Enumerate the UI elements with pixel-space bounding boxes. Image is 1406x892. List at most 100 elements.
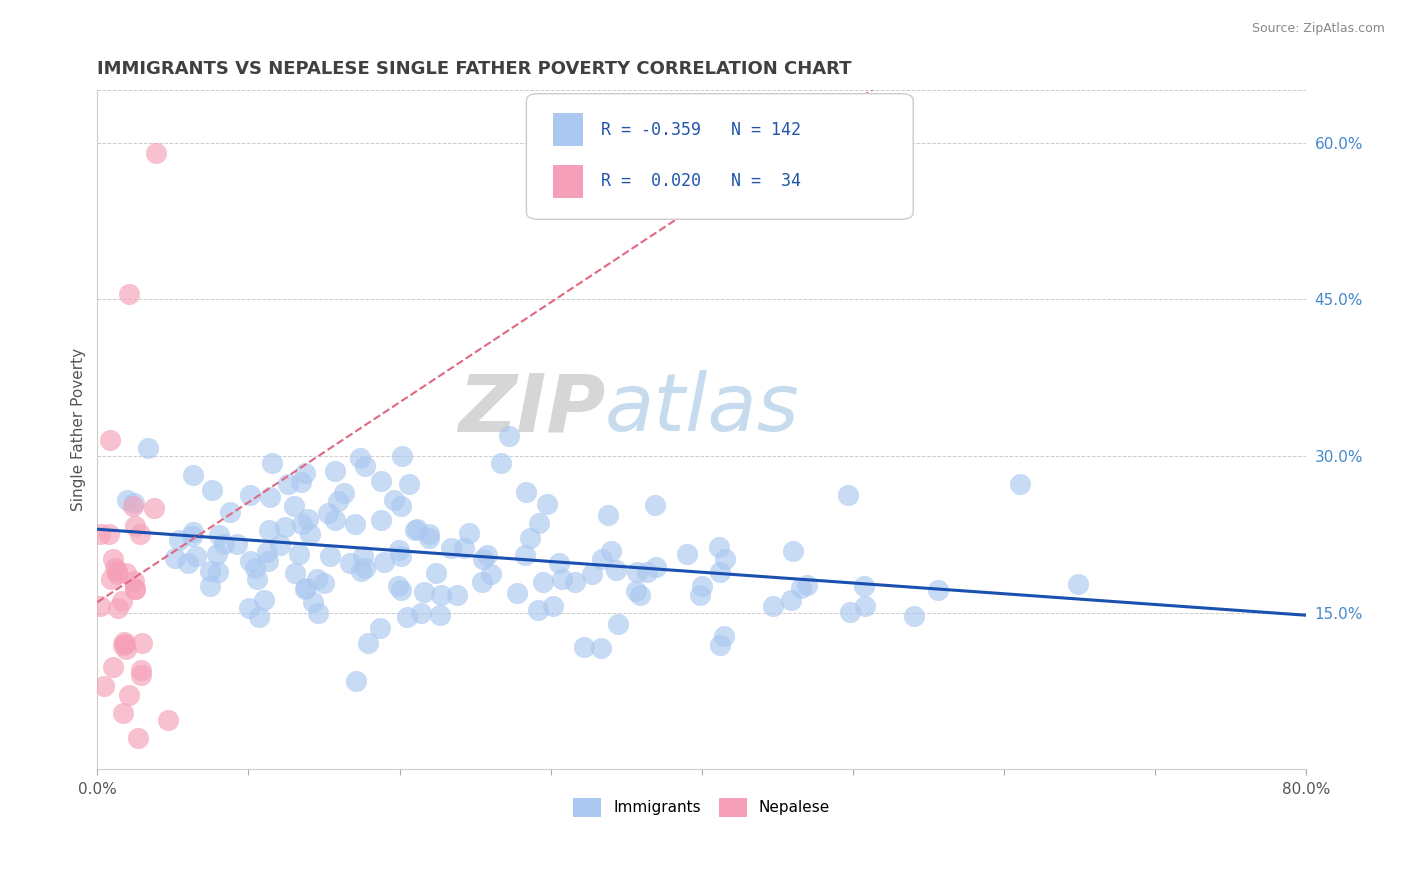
- Point: [477, 548, 499, 562]
- Point: [256, 544, 278, 558]
- Point: [212, 537, 235, 551]
- Point: [709, 638, 731, 652]
- Point: [357, 636, 380, 650]
- Point: [513, 548, 536, 562]
- Point: [344, 674, 367, 689]
- Point: [290, 475, 312, 489]
- Point: [307, 572, 329, 586]
- Point: [157, 714, 180, 728]
- Point: [505, 586, 527, 600]
- Point: [352, 549, 374, 563]
- Point: [418, 532, 440, 546]
- Point: [370, 621, 392, 635]
- Point: [837, 488, 859, 502]
- Point: [927, 582, 949, 597]
- Point: [184, 549, 207, 564]
- Point: [418, 527, 440, 541]
- Point: [115, 566, 138, 580]
- Point: [543, 599, 565, 614]
- Point: [238, 600, 260, 615]
- Point: [626, 565, 648, 579]
- Point: [527, 516, 550, 531]
- Point: [606, 617, 628, 632]
- Y-axis label: Single Father Poverty: Single Father Poverty: [72, 348, 86, 511]
- Text: R = -0.359   N = 142: R = -0.359 N = 142: [602, 120, 801, 138]
- Point: [605, 563, 627, 577]
- FancyBboxPatch shape: [553, 165, 583, 197]
- Point: [796, 578, 818, 592]
- Point: [389, 583, 412, 598]
- Legend: Immigrants, Nepalese: Immigrants, Nepalese: [567, 792, 837, 822]
- Point: [101, 659, 124, 673]
- Point: [283, 500, 305, 514]
- Point: [515, 485, 537, 500]
- Point: [404, 523, 426, 537]
- Point: [644, 498, 666, 512]
- Point: [591, 552, 613, 566]
- Point: [117, 492, 139, 507]
- Point: [124, 519, 146, 533]
- Point: [412, 584, 434, 599]
- Point: [89, 527, 111, 541]
- Point: [111, 594, 134, 608]
- Point: [636, 566, 658, 580]
- Point: [628, 588, 651, 602]
- Text: ZIP: ZIP: [457, 370, 605, 449]
- Point: [690, 579, 713, 593]
- Point: [339, 557, 361, 571]
- Point: [387, 579, 409, 593]
- Point: [382, 492, 405, 507]
- Point: [395, 610, 418, 624]
- Point: [122, 496, 145, 510]
- Point: [219, 505, 242, 519]
- Point: [302, 595, 325, 609]
- Text: Source: ZipAtlas.com: Source: ZipAtlas.com: [1251, 22, 1385, 36]
- Point: [333, 486, 356, 500]
- Point: [277, 477, 299, 491]
- Point: [112, 638, 135, 652]
- Point: [1067, 577, 1090, 591]
- Point: [409, 606, 432, 620]
- Point: [762, 599, 785, 613]
- Point: [789, 581, 811, 595]
- Point: [713, 629, 735, 643]
- Point: [128, 527, 150, 541]
- Point: [350, 565, 373, 579]
- Point: [314, 575, 336, 590]
- Point: [297, 512, 319, 526]
- Point: [344, 516, 367, 531]
- Point: [127, 731, 149, 745]
- Point: [596, 508, 619, 522]
- Point: [472, 551, 495, 566]
- Point: [104, 561, 127, 575]
- Point: [458, 526, 481, 541]
- Point: [453, 541, 475, 555]
- Point: [274, 520, 297, 534]
- Point: [207, 547, 229, 561]
- Point: [136, 442, 159, 456]
- Point: [425, 566, 447, 580]
- Point: [181, 525, 204, 540]
- Point: [707, 541, 730, 555]
- Point: [177, 556, 200, 570]
- Point: [676, 547, 699, 561]
- Point: [370, 475, 392, 489]
- Point: [519, 531, 541, 545]
- Point: [262, 456, 284, 470]
- Point: [257, 524, 280, 538]
- Point: [527, 603, 550, 617]
- FancyBboxPatch shape: [553, 113, 583, 146]
- Point: [354, 561, 377, 575]
- Point: [645, 560, 668, 574]
- Point: [112, 635, 135, 649]
- Point: [105, 564, 128, 578]
- Point: [471, 574, 494, 589]
- Point: [259, 490, 281, 504]
- Point: [284, 566, 307, 581]
- Point: [294, 466, 316, 480]
- Point: [239, 488, 262, 502]
- Point: [430, 588, 453, 602]
- Point: [440, 541, 463, 556]
- Point: [626, 583, 648, 598]
- Point: [389, 549, 412, 563]
